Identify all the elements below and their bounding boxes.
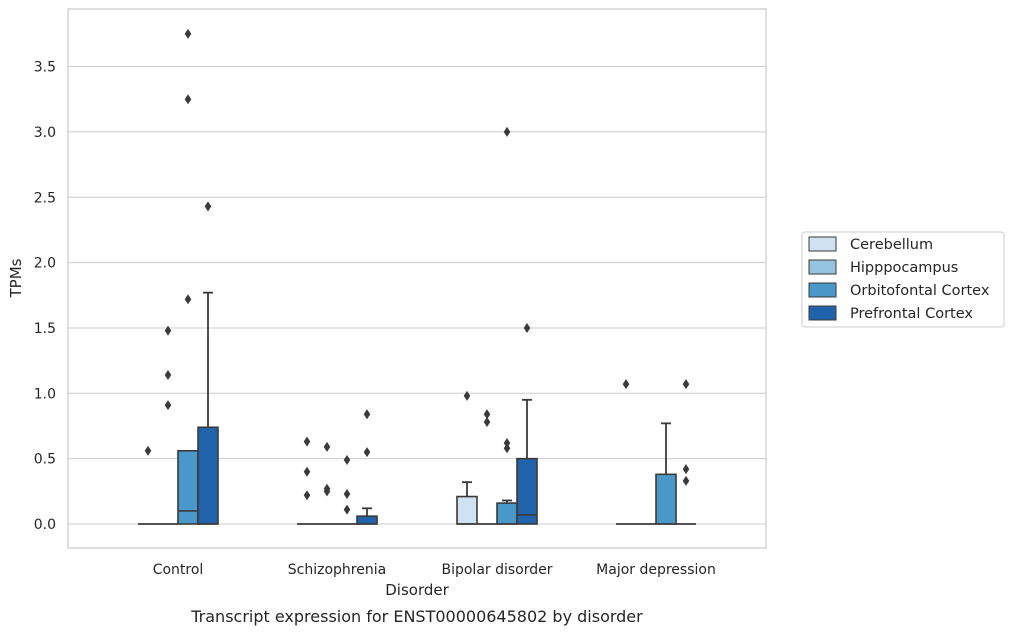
legend-swatch-0	[808, 236, 837, 252]
box-1-0	[158, 325, 178, 525]
box-rect-2-2	[496, 502, 518, 525]
outlier-2-2-1	[503, 437, 511, 448]
outlier-1-1-0	[323, 441, 331, 452]
outlier-0-0-0	[144, 445, 152, 456]
box-rect-3-1	[356, 515, 378, 525]
y-tick-label-1: 0.5	[34, 452, 56, 468]
box-rect-3-2	[516, 457, 538, 525]
legend-frame	[801, 231, 1005, 328]
outlier-2-1-0	[343, 454, 351, 465]
outlier-1-1-2	[323, 486, 331, 497]
box-2-3	[655, 422, 677, 525]
outlier-3-1-1	[363, 447, 371, 458]
box-0-2	[456, 390, 478, 525]
box-3-3	[676, 379, 696, 525]
box-0-3	[616, 379, 636, 525]
x-tick-label-1: Schizophrenia	[288, 562, 386, 578]
box-3-1	[356, 409, 378, 525]
legend-label-1: Hipppocampus	[850, 260, 958, 276]
legend: Cerebellum Hipppocampus Orbitofontal Corte…	[801, 231, 1005, 328]
outlier-2-0-0	[184, 28, 192, 39]
outlier-2-0-2	[184, 294, 192, 305]
outlier-1-0-2	[164, 400, 172, 411]
y-tick-label-7: 3.5	[34, 60, 56, 76]
box-rect-3-0	[197, 426, 219, 525]
y-tick-labels: 0.0 0.5 1.0 1.5 2.0 2.5 3.0 3.5	[34, 60, 56, 533]
box-rect-2-3	[655, 473, 677, 525]
series-1	[158, 325, 656, 525]
box-2-2	[496, 126, 518, 525]
outlier-1-0-1	[164, 370, 172, 381]
box-3-2	[516, 322, 538, 525]
outlier-2-1-1	[343, 488, 351, 499]
series-0	[138, 379, 636, 525]
legend-swatch-2	[808, 282, 837, 298]
box-groups	[138, 28, 696, 525]
x-tick-label-3: Major depression	[596, 562, 716, 578]
box-2-0	[177, 28, 199, 525]
outlier-3-3-0	[682, 379, 690, 390]
box-rect-2-0	[177, 450, 199, 525]
gridlines	[68, 66, 766, 525]
y-tick-label-3: 1.5	[34, 321, 56, 337]
outlier-0-1-1	[303, 466, 311, 477]
legend-label-0: Cerebellum	[850, 237, 933, 253]
plot-frame	[67, 8, 767, 549]
outlier-3-0-0	[204, 201, 212, 212]
figure-caption: Transcript expression for ENST0000064580…	[190, 607, 643, 626]
series-2	[177, 28, 677, 525]
outlier-3-3-1	[682, 464, 690, 475]
outlier-2-0-1	[184, 94, 192, 105]
outlier-2-2-2	[503, 443, 511, 454]
x-tick-label-2: Bipolar disorder	[441, 562, 552, 578]
box-3-0	[197, 201, 219, 525]
outlier-3-3-2	[682, 475, 690, 486]
outlier-3-2-0	[523, 322, 531, 333]
y-tick-label-5: 2.5	[34, 190, 56, 206]
y-tick-label-2: 1.0	[34, 386, 56, 402]
legend-label-2: Orbitofontal Cortex	[850, 283, 990, 299]
outlier-1-2-1	[483, 417, 491, 428]
box-1-1	[317, 441, 337, 525]
outlier-1-0-0	[164, 325, 172, 336]
x-tick-labels: Control Schizophrenia Bipolar disorder Majo…	[153, 562, 716, 578]
outlier-0-2-0	[463, 390, 471, 401]
outlier-0-1-2	[303, 490, 311, 501]
y-tick-label-6: 3.0	[34, 125, 56, 141]
box-0-1	[297, 436, 317, 525]
outlier-0-3-0	[622, 379, 630, 390]
legend-swatch-1	[808, 259, 837, 275]
outlier-2-1-2	[343, 504, 351, 515]
outlier-2-2-0	[503, 126, 511, 137]
outlier-1-2-0	[483, 409, 491, 420]
x-axis-label: Disorder	[385, 581, 449, 599]
outlier-0-1-0	[303, 436, 311, 447]
y-axis-label: TPMs	[7, 258, 25, 298]
legend-swatch-3	[808, 305, 837, 321]
y-tick-label-4: 2.0	[34, 256, 56, 272]
box-rect-0-2	[456, 495, 478, 525]
box-2-1	[337, 454, 357, 525]
series-3	[197, 201, 696, 525]
x-tick-label-0: Control	[153, 562, 204, 578]
box-1-2	[477, 409, 497, 525]
legend-label-3: Prefrontal Cortex	[850, 306, 973, 322]
y-tick-label-0: 0.0	[34, 517, 56, 533]
box-0-0	[138, 445, 158, 525]
outlier-3-1-0	[363, 409, 371, 420]
